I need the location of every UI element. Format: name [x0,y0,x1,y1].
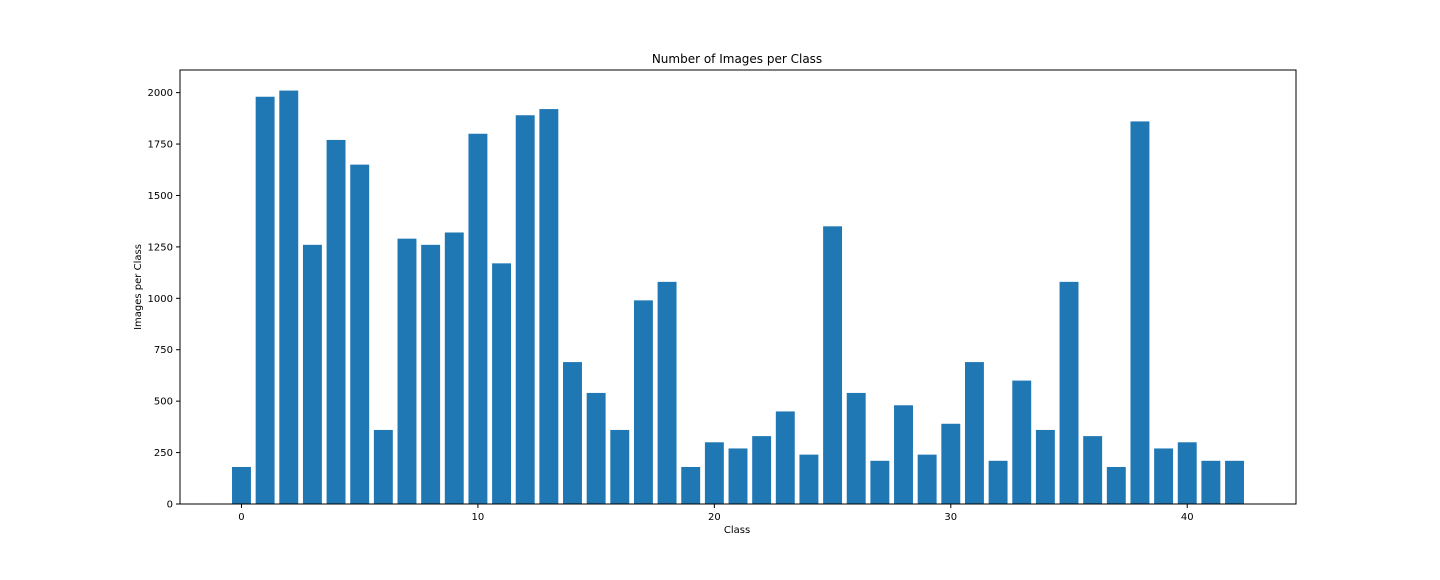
bar-class-21 [728,448,748,504]
bar-class-30 [941,423,961,504]
x-tick-label: 30 [944,512,957,523]
y-axis-label: Images per Class [133,244,144,330]
bar-class-24 [799,454,819,504]
bar-class-37 [1106,466,1126,504]
bar-class-36 [1083,436,1103,504]
bar-class-10 [468,133,488,504]
bar-class-6 [373,429,393,504]
y-axis-ticks: 0 250 500 750 1000 1250 1500 1750 2000 [148,88,180,511]
bar-class-35 [1059,281,1079,504]
bar-class-11 [492,263,512,504]
bar-class-26 [846,392,866,504]
bar-class-25 [823,226,843,504]
bar-class-22 [752,436,772,504]
plot-frame [179,69,1297,505]
bar-class-32 [988,460,1008,504]
bar-class-2 [279,90,299,504]
bar-class-14 [563,362,582,504]
bar-class-31 [964,362,984,504]
bar-class-42 [1225,460,1244,504]
y-tick-label: 1000 [148,294,173,305]
x-axis-ticks: 0 10 20 30 40 [238,504,1194,523]
bars-group [232,90,1244,505]
x-tick-label: 0 [238,512,244,523]
y-tick-label: 1750 [148,140,173,151]
bar-class-41 [1201,460,1221,504]
y-tick-label: 2000 [148,88,173,99]
chart-title: Number of Images per Class [652,52,822,66]
bar-class-18 [657,281,677,504]
bar-class-23 [775,411,795,504]
bar-class-38 [1130,121,1150,505]
bar-class-1 [255,96,275,505]
bar-class-7 [397,238,417,504]
y-tick-label: 0 [167,500,173,511]
y-tick-label: 1250 [148,242,173,253]
bar-class-28 [894,405,913,504]
bar-class-4 [326,139,346,504]
bar-class-33 [1012,380,1032,504]
bar-class-15 [586,392,606,504]
bar-class-16 [610,429,630,504]
x-tick-label: 10 [472,512,485,523]
y-tick-label: 750 [154,345,173,356]
x-tick-label: 40 [1181,512,1194,523]
y-tick-label: 500 [154,397,173,408]
bar-class-3 [302,244,322,504]
bar-class-9 [444,232,464,505]
bar-class-12 [515,115,535,504]
bar-class-17 [633,300,653,504]
y-tick-label: 250 [154,448,173,459]
bar-class-5 [350,164,370,504]
bar-class-19 [681,466,701,504]
y-tick-label: 1500 [148,191,173,202]
bar-class-40 [1177,442,1197,504]
bar-class-13 [539,109,559,504]
bar-class-39 [1154,448,1174,504]
x-axis-label: Class [724,525,750,536]
bar-class-27 [870,460,890,504]
x-tick-label: 20 [708,512,721,523]
bar-class-20 [704,442,724,504]
bar-class-29 [917,454,937,504]
bar-class-34 [1035,429,1055,504]
bar-class-8 [421,244,441,504]
bar-class-0 [232,466,251,504]
